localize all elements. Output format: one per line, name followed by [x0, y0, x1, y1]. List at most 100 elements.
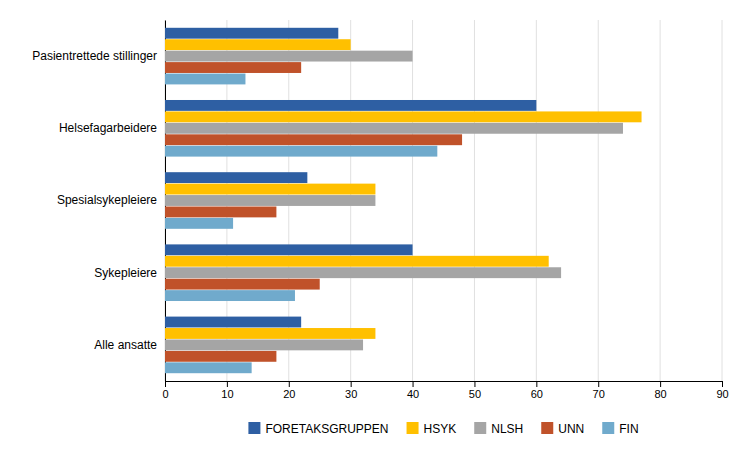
- legend-item: FIN: [602, 422, 638, 436]
- axis-line: [166, 382, 723, 388]
- bar: [165, 267, 561, 278]
- tick: 70: [593, 381, 605, 400]
- tick: Alle ansatte: [94, 338, 165, 352]
- legend-item: NLSH: [474, 422, 523, 436]
- tick-label: Alle ansatte: [94, 338, 157, 352]
- bar: [165, 362, 252, 373]
- chart: 0 10 20 30 40 50 60 70 80 90 Pasientrettede stilli…: [0, 0, 752, 451]
- grid-line: [598, 20, 599, 381]
- bar: [165, 123, 623, 134]
- tick-mark: [351, 381, 352, 387]
- tick-label: 70: [593, 388, 605, 400]
- tick: Pasientrettede stillinger: [32, 49, 165, 63]
- tick: 20: [283, 381, 295, 400]
- legend-item: FORETAKSGRUPPEN: [248, 422, 388, 436]
- tick-mark: [474, 381, 475, 387]
- tick-label: 30: [345, 388, 357, 400]
- bar: [165, 172, 307, 183]
- tick-mark: [289, 381, 290, 387]
- legend-label: FORETAKSGRUPPEN: [265, 422, 388, 436]
- bar: [165, 111, 642, 122]
- tick-label: 40: [407, 388, 419, 400]
- tick-mark: [165, 381, 166, 387]
- legend-label: HSYK: [424, 422, 457, 436]
- bar: [165, 51, 413, 62]
- bar: [165, 134, 462, 145]
- tick: 40: [407, 381, 419, 400]
- tick-label: 80: [654, 388, 666, 400]
- tick-label: 50: [469, 388, 481, 400]
- series: [165, 28, 536, 328]
- legend-swatch: [407, 422, 419, 434]
- legend: FORETAKSGRUPPEN HSYK NLSH UNN FIN: [248, 422, 638, 436]
- tick-label: 0: [162, 388, 168, 400]
- tick: Sykepleiere: [94, 266, 165, 280]
- bar: [165, 146, 437, 157]
- x-axis: 0 10 20 30 40 50 60 70 80 90: [162, 381, 728, 400]
- legend-swatch: [474, 422, 486, 434]
- bar: [165, 244, 413, 255]
- legend-swatch: [248, 422, 260, 434]
- bar: [165, 100, 536, 111]
- tick-mark: [227, 381, 228, 387]
- bar: [165, 339, 363, 350]
- tick: 0: [162, 381, 168, 400]
- plot: 0 10 20 30 40 50 60 70 80 90 Pasientrettede stilli…: [32, 20, 728, 400]
- legend-label: FIN: [619, 422, 638, 436]
- legend-swatch: [602, 422, 614, 434]
- legend-label: UNN: [558, 422, 584, 436]
- bar: [165, 218, 233, 229]
- bar: [165, 74, 245, 85]
- bar: [165, 62, 301, 73]
- bar: [165, 207, 276, 218]
- bar: [165, 328, 375, 339]
- grid-line: [474, 20, 475, 381]
- tick: 50: [469, 381, 481, 400]
- bar: [165, 317, 301, 328]
- grid-line: [722, 20, 723, 381]
- tick: 30: [345, 381, 357, 400]
- series: [165, 39, 642, 339]
- grid: [165, 20, 722, 381]
- tick-mark: [722, 381, 723, 387]
- tick: 80: [654, 381, 666, 400]
- legend-label: NLSH: [491, 422, 523, 436]
- tick: 10: [221, 381, 233, 400]
- tick-label: 10: [221, 388, 233, 400]
- series: [165, 74, 437, 374]
- tick: 60: [531, 381, 543, 400]
- tick-label: 20: [283, 388, 295, 400]
- legend-swatch: [541, 422, 553, 434]
- tick-label: Sykepleiere: [94, 266, 157, 280]
- bars-clip: [165, 28, 642, 373]
- bar: [165, 256, 549, 267]
- bar: [165, 290, 295, 301]
- tick-label: Pasientrettede stillinger: [32, 49, 157, 63]
- tick-label: Helsefagarbeidere: [59, 121, 157, 135]
- bar: [165, 351, 276, 362]
- y-axis: Pasientrettede stillinger Helsefagarbeide…: [32, 21, 165, 382]
- tick-mark: [413, 381, 414, 387]
- tick-label: 60: [531, 388, 543, 400]
- tick-label: Spesialsykepleiere: [57, 193, 157, 207]
- grid-line: [536, 20, 537, 381]
- bar: [165, 195, 375, 206]
- tick-mark: [536, 381, 537, 387]
- tick: 90: [716, 381, 728, 400]
- tick-mark: [598, 381, 599, 387]
- bars: [165, 28, 642, 373]
- bar: [165, 39, 351, 50]
- legend-item: HSYK: [407, 422, 457, 436]
- series: [165, 62, 462, 362]
- bar: [165, 28, 338, 39]
- tick: Spesialsykepleiere: [57, 193, 165, 207]
- tick: Helsefagarbeidere: [59, 121, 165, 135]
- legend-item: UNN: [541, 422, 584, 436]
- series: [165, 51, 623, 351]
- grid-line: [412, 20, 413, 381]
- tick-mark: [660, 381, 661, 387]
- grid-line: [660, 20, 661, 381]
- bar: [165, 184, 375, 195]
- tick-label: 90: [716, 388, 728, 400]
- bar: [165, 279, 320, 290]
